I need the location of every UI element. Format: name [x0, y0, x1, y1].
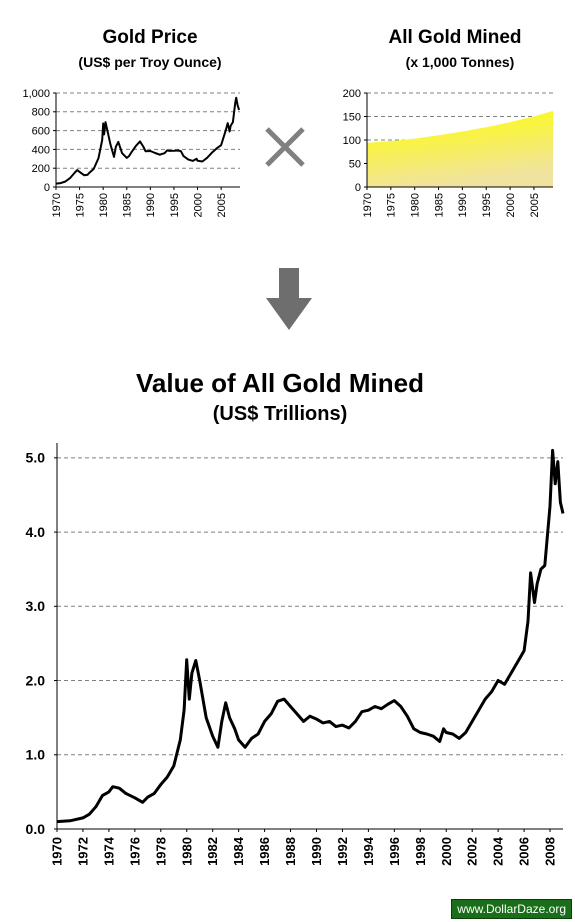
- value-x-tick-label: 1984: [231, 836, 246, 866]
- gold-mined-y-tick-label: 50: [349, 158, 361, 170]
- value-subtitle: (US$ Trillions): [212, 403, 348, 425]
- value-x-tick-label: 2000: [439, 837, 454, 866]
- value-x-tick-label: 1986: [257, 837, 272, 866]
- gold-price-y-tick-label: 200: [32, 163, 50, 175]
- gold-price-y-tick-label: 600: [32, 125, 50, 137]
- value-x-tick-label: 1980: [179, 837, 194, 866]
- value-x-tick-label: 1976: [127, 837, 142, 866]
- gold-price-x-tick-label: 2000: [192, 193, 204, 217]
- value-y-tick-label: 5.0: [26, 450, 46, 466]
- value-x-tick-label: 2004: [491, 836, 506, 866]
- gold-mined-x-tick-label: 1980: [410, 193, 422, 217]
- gold-price-y-tick-label: 800: [32, 107, 50, 119]
- gold-mined-y-tick-label: 0: [355, 182, 361, 194]
- gold-price-x-tick-label: 1990: [145, 193, 157, 217]
- value-title: Value of All Gold Mined: [136, 368, 424, 398]
- gold-price-subtitle: (US$ per Troy Ounce): [78, 54, 222, 70]
- gold-mined-title: All Gold Mined: [388, 27, 522, 48]
- gold-mined-y-tick-label: 150: [343, 111, 361, 123]
- gold-mined-y-tick-label: 100: [343, 135, 361, 147]
- gold-mined-x-tick-label: 2005: [529, 193, 541, 217]
- value-y-tick-label: 0.0: [26, 821, 46, 837]
- gold-price-x-tick-label: 1995: [169, 193, 181, 217]
- value-x-tick-label: 1998: [413, 837, 428, 866]
- gold-price-x-tick-label: 1970: [51, 193, 63, 217]
- value-x-tick-label: 1994: [361, 836, 376, 866]
- value-y-tick-label: 1.0: [26, 747, 46, 763]
- gold-mined-y-tick-label: 200: [343, 88, 361, 100]
- gold-mined-area: [367, 110, 553, 187]
- gold-price-y-tick-label: 1,000: [22, 88, 50, 100]
- gold-mined-x-tick-label: 1990: [457, 193, 469, 217]
- gold-price-x-tick-label: 1985: [122, 193, 134, 217]
- value-x-tick-label: 1978: [153, 837, 168, 866]
- gold-price-series-line: [55, 96, 241, 185]
- multiply-x-icon: [265, 127, 305, 167]
- gold-price-y-tick-label: 0: [44, 182, 50, 194]
- value-x-tick-label: 1988: [283, 837, 298, 866]
- gold-price-x-tick-label: 2005: [216, 193, 228, 217]
- value-x-tick-label: 1974: [101, 836, 116, 866]
- gold-mined-x-tick-label: 1995: [481, 193, 493, 217]
- gold-mined-x-tick-label: 1970: [362, 193, 374, 217]
- value-x-tick-label: 1972: [75, 837, 90, 866]
- value-x-tick-label: 2006: [517, 837, 532, 866]
- watermark-badge[interactable]: www.DollarDaze.org: [451, 899, 572, 919]
- value-x-tick-label: 2002: [465, 837, 480, 866]
- gold-mined-subtitle: (x 1,000 Tonnes): [405, 54, 515, 70]
- gold-price-y-tick-label: 400: [32, 144, 50, 156]
- gold-price-title: Gold Price: [102, 27, 198, 48]
- gold-mined-x-tick-label: 1975: [386, 193, 398, 217]
- gold-mined-x-tick-label: 1985: [433, 193, 445, 217]
- gold-mined-x-tick-label: 2000: [505, 193, 517, 217]
- value-x-tick-label: 1990: [309, 837, 324, 866]
- value-y-tick-label: 2.0: [26, 672, 46, 688]
- value-series-line: [56, 448, 565, 824]
- value-x-tick-label: 1992: [335, 837, 350, 866]
- value-x-tick-label: 2008: [543, 837, 558, 866]
- gold-price-x-tick-label: 1975: [74, 193, 86, 217]
- value-x-tick-label: 1970: [50, 837, 65, 866]
- gold-price-x-tick-label: 1980: [98, 193, 110, 217]
- value-x-tick-label: 1996: [387, 837, 402, 866]
- value-x-tick-label: 1982: [205, 837, 220, 866]
- value-y-tick-label: 3.0: [26, 598, 46, 614]
- value-y-tick-label: 4.0: [26, 524, 46, 540]
- arrow-down-icon: [266, 268, 312, 330]
